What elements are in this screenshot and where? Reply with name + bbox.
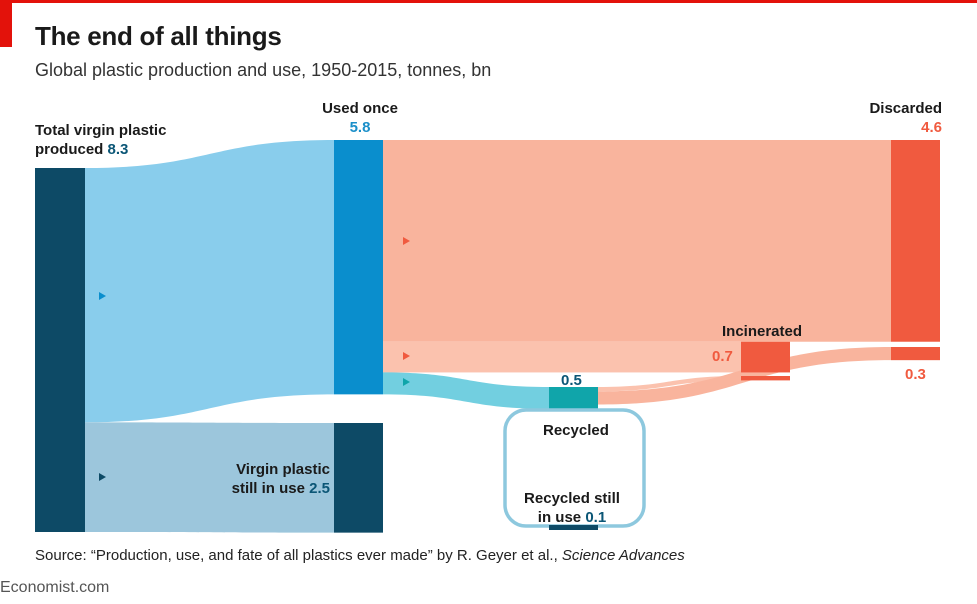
discarded-label: Discarded 4.6 (869, 100, 942, 136)
node-recycled-still-in-use (549, 525, 598, 530)
arrow-to-discarded (403, 237, 410, 245)
brand-logo: Economist.com (0, 579, 110, 596)
flow-used-to-recycled (383, 372, 549, 409)
flow-recycled-to-discarded (598, 347, 891, 405)
node-recycled-incinerated (741, 376, 790, 381)
flow-total-to-used-once (85, 140, 334, 423)
recycled-label: Recycled (543, 422, 609, 439)
node-recycled (549, 387, 598, 409)
arrow-to-still-in-use (99, 473, 106, 481)
flow-total-to-still-in-use (85, 422, 334, 533)
total-label: Total virgin plastic produced 8.3 (35, 122, 167, 158)
economist-red-tab (0, 3, 12, 47)
flow-recycled-to-incinerated (598, 376, 741, 392)
top-rule (0, 0, 977, 3)
flow-used-to-discarded (383, 140, 891, 342)
total-value: 8.3 (107, 141, 129, 158)
incinerated-value: 0.7 (712, 348, 733, 365)
arrow-to-incinerated (403, 352, 410, 360)
chart-title: The end of all things (35, 21, 282, 51)
node-discarded (891, 140, 940, 342)
discarded-value: 4.6 (921, 119, 942, 136)
recycled-still-in-use-label: Recycled still in use 0.1 (524, 490, 620, 526)
used-once-value: 5.8 (349, 119, 371, 136)
recycled-discarded-value: 0.3 (905, 366, 926, 383)
still-in-use-value: 2.5 (309, 480, 330, 497)
recycled-value: 0.5 (561, 372, 582, 389)
node-recycled-discarded (891, 347, 940, 361)
node-total-virgin-plastic (35, 168, 85, 532)
recycled-still-in-use-value: 0.1 (585, 509, 607, 526)
node-still-in-use (334, 423, 383, 533)
node-used-once (334, 140, 383, 395)
still-in-use-label: Virgin plastic still in use 2.5 (231, 461, 330, 497)
chart-subtitle: Global plastic production and use, 1950-… (35, 60, 492, 80)
arrow-to-recycled (403, 378, 410, 386)
source-journal: Science Advances (561, 547, 685, 564)
used-once-label: Used once 5.8 (322, 100, 398, 136)
flow-used-to-incinerated (383, 341, 741, 373)
node-incinerated (741, 341, 790, 373)
incinerated-label: Incinerated (722, 323, 803, 340)
arrow-to-used-once (99, 292, 106, 300)
source-note: Source: “Production, use, and fate of al… (35, 547, 685, 564)
